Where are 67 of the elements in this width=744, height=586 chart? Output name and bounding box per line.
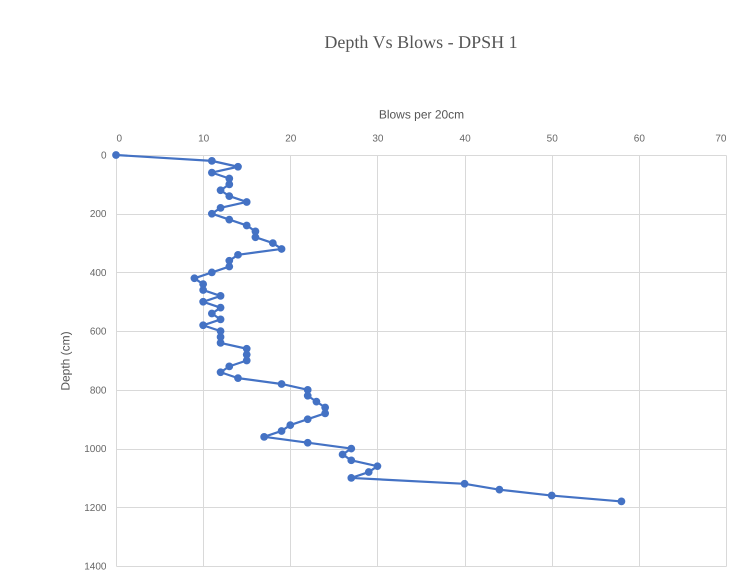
y-tick-label: 1000 xyxy=(84,444,107,456)
y-tick-label: 1400 xyxy=(84,562,107,572)
point xyxy=(225,216,234,224)
point xyxy=(242,222,251,230)
point xyxy=(278,245,286,253)
x-axis-title: Blows per 20cm xyxy=(378,108,464,122)
point xyxy=(548,492,556,500)
point xyxy=(496,486,504,494)
point xyxy=(216,304,224,312)
x-tick-label: 40 xyxy=(460,134,472,144)
point xyxy=(278,380,286,388)
point xyxy=(216,316,224,324)
point xyxy=(347,474,356,482)
point xyxy=(112,151,120,159)
point xyxy=(199,321,208,330)
x-tick-label: 20 xyxy=(285,134,297,144)
y-tick-label: 1200 xyxy=(84,502,107,514)
point xyxy=(208,210,216,218)
point xyxy=(216,368,224,376)
point xyxy=(234,250,242,259)
point xyxy=(216,292,224,300)
point xyxy=(312,398,320,406)
point xyxy=(260,432,268,441)
point xyxy=(252,233,260,242)
point xyxy=(286,421,294,429)
point xyxy=(216,339,224,347)
point xyxy=(208,268,216,276)
point xyxy=(268,239,277,247)
point xyxy=(278,427,286,435)
point xyxy=(338,450,346,458)
x-tick-label: 50 xyxy=(546,134,558,144)
point xyxy=(347,456,356,464)
point xyxy=(242,356,251,364)
point xyxy=(225,192,234,200)
y-tick-label: 0 xyxy=(100,150,107,162)
point xyxy=(347,444,356,452)
x-tick-label: 0 xyxy=(116,134,122,144)
point xyxy=(364,468,373,476)
point xyxy=(208,157,216,165)
point xyxy=(216,204,224,212)
point xyxy=(304,415,312,424)
x-tick-label: 30 xyxy=(372,134,384,144)
point xyxy=(208,310,216,318)
x-tick-label: 70 xyxy=(715,134,727,144)
point xyxy=(208,168,216,176)
point xyxy=(190,274,198,282)
point xyxy=(199,286,208,294)
point xyxy=(304,438,312,447)
y-axis-title: Depth (cm) xyxy=(58,331,72,391)
point xyxy=(374,462,382,470)
point xyxy=(460,480,468,488)
x-tick-label: 60 xyxy=(634,134,646,144)
point xyxy=(199,298,208,306)
y-tick-label: 200 xyxy=(90,209,107,220)
point xyxy=(225,362,234,370)
y-tick-label: 800 xyxy=(90,385,107,396)
y-tick-label: 600 xyxy=(90,326,107,338)
point xyxy=(234,162,242,171)
point xyxy=(216,186,224,194)
x-tick-label: 10 xyxy=(198,134,210,144)
point xyxy=(234,374,242,382)
point xyxy=(225,262,234,270)
point xyxy=(618,498,626,506)
y-tick-label: 400 xyxy=(90,268,107,279)
chart-title: Depth Vs Blows - DPSH 1 xyxy=(324,32,518,52)
point xyxy=(304,392,312,400)
point xyxy=(242,198,251,206)
